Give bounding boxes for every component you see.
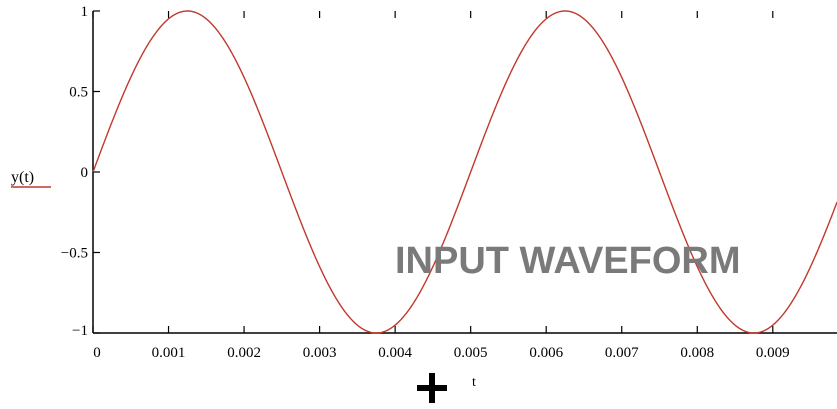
x-tick-label: 0.002: [227, 345, 261, 361]
y-tick-label: −1: [72, 323, 88, 339]
x-axis-label: t: [472, 375, 476, 390]
x-tick-label: 0.009: [756, 345, 790, 361]
series-line-y-of-t: [92, 10, 837, 334]
legend: y(t): [11, 169, 51, 188]
y-tick-label: −0.5: [61, 246, 88, 262]
x-tick-label: 0.008: [680, 345, 714, 361]
y-tick-label: 1: [81, 4, 89, 20]
x-tick-label: 0.003: [303, 345, 337, 361]
input-waveform-annotation: INPUT WAVEFORM: [395, 240, 741, 282]
x-tick-label: 0.005: [454, 345, 488, 361]
axes: [92, 11, 837, 334]
ticks: [92, 10, 774, 334]
x-tick-label: 0.001: [152, 345, 186, 361]
x-tick-label: 0.004: [378, 345, 412, 361]
crosshair-plus-icon[interactable]: [417, 373, 447, 403]
x-tick-label: 0: [93, 345, 101, 361]
y-axis-label: y(t): [11, 169, 34, 186]
x-tick-label: 0.007: [605, 345, 639, 361]
x-tick-label: 0.006: [529, 345, 563, 361]
y-tick-label: 0: [81, 165, 89, 181]
tick-labels: 0 0.001 0.002 0.003 0.004 0.005 0.006 0.007 0.00…: [61, 4, 790, 361]
y-tick-label: 0.5: [69, 85, 88, 101]
